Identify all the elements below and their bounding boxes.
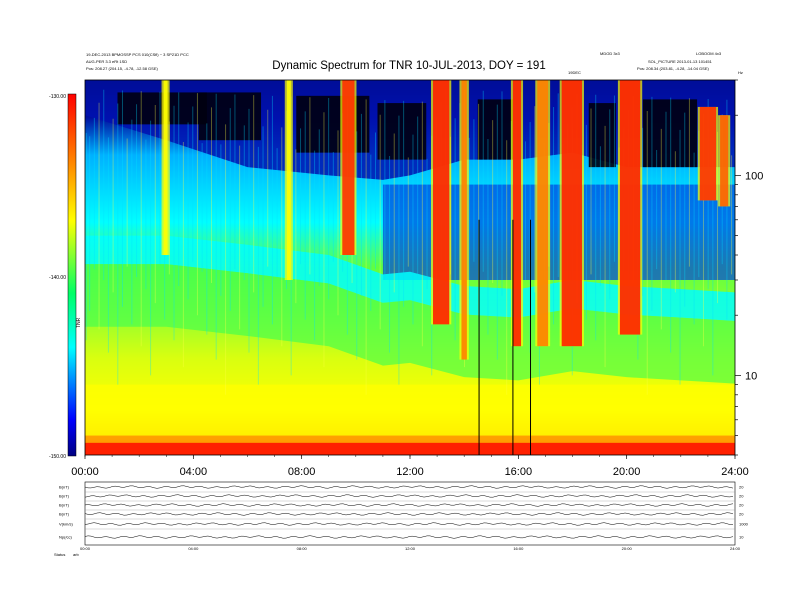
- dark-patch: [296, 95, 370, 153]
- red-base-band: [85, 442, 735, 455]
- burst-core: [720, 115, 729, 207]
- header-right-line2: LOBOOM 4x3: [696, 51, 722, 56]
- panel-right-tick: 10: [739, 535, 744, 540]
- radio-burst: [697, 106, 719, 201]
- panel-x-tick-label: 04:00: [188, 546, 199, 551]
- dark-patch: [377, 103, 427, 160]
- panel-right-tick: 20: [739, 494, 744, 499]
- header-right-line3: SOL_PICTURE 2013-01-13 101451: [648, 59, 713, 64]
- panel-trace: [84, 522, 733, 526]
- panel-trace: [84, 503, 734, 507]
- radio-burst: [431, 80, 452, 325]
- panel-label: Np(/cc): [59, 535, 73, 540]
- x-tick-label: 20:00: [613, 466, 641, 478]
- panel-right-tick: 20: [739, 503, 744, 508]
- x-tick-label: 24:00: [721, 466, 749, 478]
- dark-patch: [588, 103, 616, 168]
- radio-burst: [340, 80, 357, 256]
- colorbar-ticks: -130.00 -140.00 -150.00: [49, 94, 66, 460]
- panel-label: B(nT): [59, 485, 70, 490]
- panel-x-tick-label: 20:00: [622, 546, 633, 551]
- panel-label: B(nT): [59, 512, 70, 517]
- green-band: [85, 264, 735, 384]
- panel-x-tick-label: 08:00: [297, 546, 308, 551]
- panel-trace: [84, 512, 734, 516]
- burst-core: [433, 80, 450, 325]
- panel-x-tick-label: 24:00: [730, 546, 741, 551]
- panel-x-tick-label: 16:00: [513, 546, 524, 551]
- panel-label: B(nT): [59, 503, 70, 508]
- header-left-line2: AUG-PER 3.3 eRt 1SD: [86, 59, 127, 64]
- dark-patch: [198, 92, 262, 141]
- header-left-line1: 19-DEC-2013 BPMOSSP PCS 010(CSfl) ~ 3 SP…: [86, 52, 189, 57]
- orange-band: [85, 435, 735, 443]
- burst-core: [699, 106, 717, 201]
- radio-burst: [459, 80, 469, 360]
- burst-core: [537, 80, 549, 347]
- panel-right-tick: 20: [739, 485, 744, 490]
- burst-core: [163, 80, 168, 256]
- yellow-band: [85, 384, 735, 436]
- status-label: Status: [54, 552, 65, 557]
- panel-x-tick-label: 00:00: [80, 546, 91, 551]
- panels-content: B(nT) 20 B(nT) 20 B(nT) 20 B(nT) 20 V(km/s) 1000 N…: [59, 485, 749, 552]
- header-left-line3: Pos: 208.27 (204.15, -4.78, -12.58 GSE): [86, 66, 158, 71]
- radio-burst: [617, 80, 643, 335]
- burst-core: [342, 80, 355, 256]
- burst-core: [286, 80, 291, 280]
- radio-burst: [559, 80, 584, 347]
- colorbar-label: TNR: [76, 317, 82, 328]
- panel-right-tick: 20: [739, 512, 744, 517]
- radio-burst: [510, 80, 524, 347]
- radio-burst: [535, 80, 551, 347]
- header-right-line1: MDOD 3x3: [600, 51, 621, 56]
- y-tick-label: 100: [745, 170, 763, 182]
- panel-x-tick-label: 12:00: [405, 546, 416, 551]
- radio-burst: [284, 80, 293, 280]
- dark-patch: [642, 99, 698, 168]
- y-axis-right: 10 100: [735, 79, 763, 456]
- chart-title: Dynamic Spectrum for TNR 10-JUL-2013, DO…: [272, 60, 545, 72]
- status-value: arb: [73, 552, 80, 557]
- burst-core: [561, 80, 582, 347]
- header-right-corner: Hz: [738, 70, 743, 75]
- colorbar: [67, 93, 77, 457]
- x-axis: 00:00 04:00 08:00 12:00 16:00 20:00 24:00: [71, 455, 749, 478]
- x-tick-label: 08:00: [288, 466, 316, 478]
- colorbar-tick-label: -130.00: [49, 94, 66, 100]
- panel-trace: [84, 535, 734, 539]
- spectrogram-content: [85, 80, 735, 455]
- radio-burst: [161, 80, 170, 256]
- burst-core: [512, 80, 522, 347]
- burst-core: [619, 80, 641, 335]
- colorbar-tick-label: -140.00: [49, 275, 66, 281]
- panel-label: V(km/s): [59, 522, 73, 527]
- x-tick-label: 12:00: [396, 466, 424, 478]
- panel-trace: [84, 494, 734, 498]
- x-tick-label: 16:00: [505, 466, 533, 478]
- x-tick-label: 04:00: [180, 466, 208, 478]
- panel-right-tick: 1000: [739, 522, 749, 527]
- x-tick-label: 00:00: [71, 466, 99, 478]
- burst-core: [461, 80, 467, 360]
- panel-label: B(nT): [59, 494, 70, 499]
- colorbar-tick-label: -150.00: [49, 454, 66, 460]
- radio-burst: [718, 115, 731, 207]
- y-tick-label: 10: [745, 370, 757, 382]
- header-center-small: 19DEC: [568, 70, 581, 75]
- panel-trace: [84, 485, 734, 489]
- dark-patch: [477, 99, 513, 160]
- panels-frame: [84, 481, 736, 546]
- header-right-line4: Pos: 208.34 (203.81, -4.28, -14.04 GSE): [637, 66, 709, 71]
